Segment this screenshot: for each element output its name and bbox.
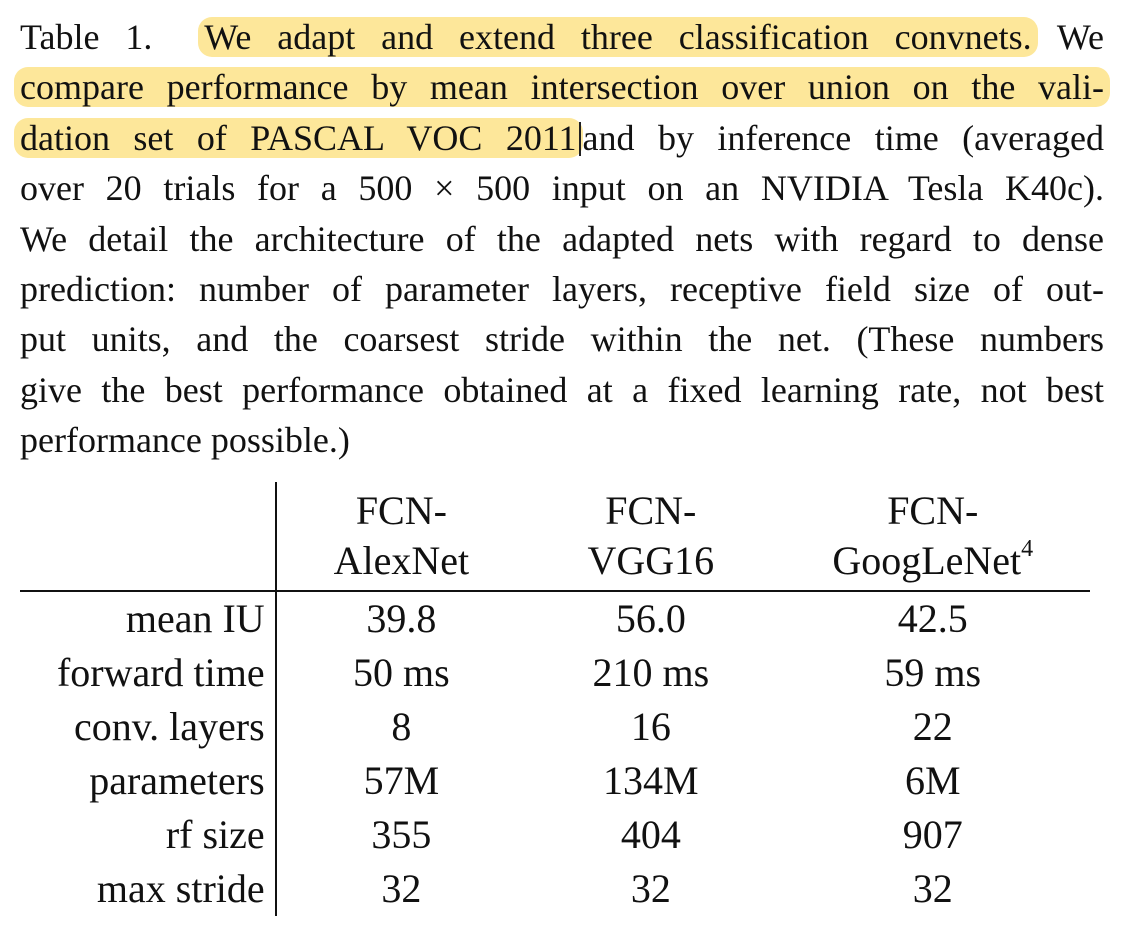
caption-line: prediction: number of parameter layers, … bbox=[20, 269, 1104, 310]
table-row-parameters: parameters 57M 134M 6M bbox=[20, 754, 1090, 808]
column-header-line: AlexNet bbox=[333, 538, 470, 583]
table-cell: 39.8 bbox=[366, 596, 437, 641]
row-label: parameters bbox=[20, 754, 277, 808]
caption-line: Table 1. We adapt and extend three class… bbox=[20, 12, 1104, 62]
table-cell: 134M bbox=[603, 758, 699, 803]
table-row-mean-iu: mean IU 39.8 56.0 42.5 bbox=[20, 591, 1090, 646]
row-label: max stride bbox=[20, 862, 277, 916]
table-cell: 907 bbox=[902, 812, 963, 857]
table-cell: 6M bbox=[904, 758, 961, 803]
column-header-line: GoogLeNet bbox=[832, 538, 1022, 583]
column-header-line: FCN- bbox=[355, 488, 447, 533]
table-cell: 22 bbox=[912, 704, 953, 749]
caption-line: dation set of PASCAL VOC 2011 and by infe… bbox=[14, 113, 1104, 163]
table-cell: 32 bbox=[912, 866, 953, 911]
table-cell: 32 bbox=[630, 866, 671, 911]
table-row-conv-layers: conv. layers 8 16 22 bbox=[20, 700, 1090, 754]
table-cell-best: 56.0 bbox=[615, 596, 686, 641]
caption-line: over 20 trials for a 500 × 500 input on … bbox=[20, 168, 1104, 209]
results-table: FCN- AlexNet FCN- VGG16 FCN- GoogLeNet4 … bbox=[20, 482, 1090, 916]
row-label: forward time bbox=[20, 646, 277, 700]
highlighted-text[interactable]: We adapt and extend three classification… bbox=[198, 17, 1038, 57]
column-header-alexnet: FCN- AlexNet bbox=[276, 482, 526, 591]
highlighted-text[interactable]: dation set of PASCAL VOC 2011 bbox=[14, 117, 583, 158]
caption-line: We detail the architecture of the adapte… bbox=[20, 218, 1104, 259]
column-header-line: VGG16 bbox=[587, 538, 715, 583]
caption-label: Table 1. bbox=[20, 17, 153, 57]
table-cell: 59 ms bbox=[884, 650, 982, 695]
caption-text: and by inference time (averaged bbox=[582, 117, 1104, 158]
table-cell: 16 bbox=[630, 704, 671, 749]
table-cell: 355 bbox=[371, 812, 432, 857]
column-header-line: FCN- bbox=[605, 488, 697, 533]
table-row-rf-size: rf size 355 404 907 bbox=[20, 808, 1090, 862]
footnote-marker: 4 bbox=[1021, 536, 1034, 562]
caption-line: performance possible.) bbox=[20, 420, 350, 461]
table-cell: 42.5 bbox=[897, 596, 968, 641]
row-label: rf size bbox=[20, 808, 277, 862]
caption-line: give the best performance obtained at a … bbox=[20, 369, 1104, 410]
table-row-forward-time: forward time 50 ms 210 ms 59 ms bbox=[20, 646, 1090, 700]
table-cell: 50 ms bbox=[353, 650, 450, 695]
caption-line: put units, and the coarsest stride withi… bbox=[20, 319, 1104, 360]
caption-line: compare performance by mean intersection… bbox=[14, 62, 1110, 112]
highlighted-text[interactable]: compare performance by mean intersection… bbox=[14, 67, 1110, 108]
column-header-googlenet: FCN- GoogLeNet4 bbox=[776, 482, 1090, 591]
header-corner-cell bbox=[20, 482, 277, 591]
table-caption: Table 1. We adapt and extend three class… bbox=[14, 12, 1110, 466]
row-label: conv. layers bbox=[20, 700, 277, 754]
row-label: mean IU bbox=[20, 591, 277, 646]
table-cell: 8 bbox=[391, 704, 412, 749]
caption-text: We bbox=[1056, 17, 1104, 57]
table-cell: 32 bbox=[381, 866, 422, 911]
column-header-vgg16: FCN- VGG16 bbox=[526, 482, 775, 591]
table-row-max-stride: max stride 32 32 32 bbox=[20, 862, 1090, 916]
table-cell: 210 ms bbox=[592, 650, 710, 695]
table-header-row: FCN- AlexNet FCN- VGG16 FCN- GoogLeNet4 bbox=[20, 482, 1090, 591]
table-cell: 404 bbox=[620, 812, 681, 857]
table-cell: 57M bbox=[363, 758, 440, 803]
column-header-line: FCN- bbox=[887, 488, 979, 533]
text-cursor bbox=[578, 121, 581, 156]
